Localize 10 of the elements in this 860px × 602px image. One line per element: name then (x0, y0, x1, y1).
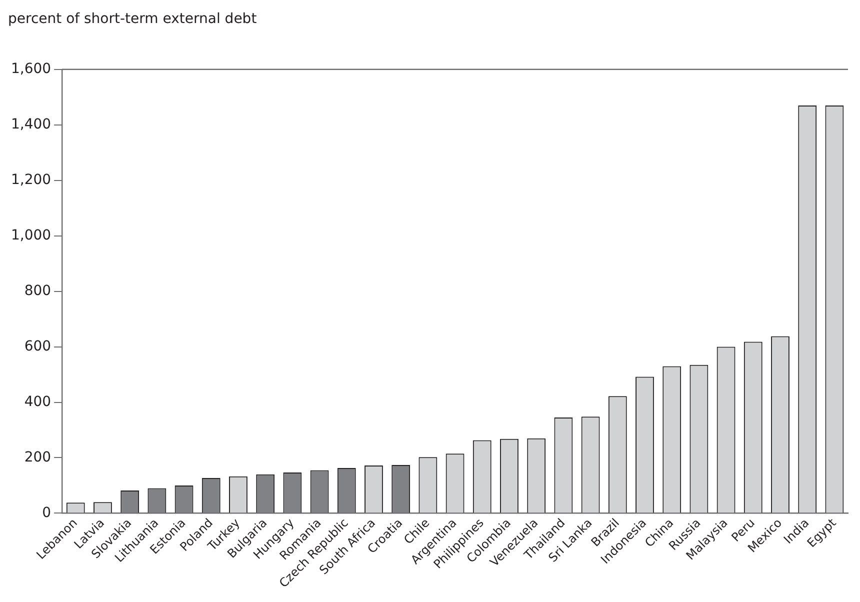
y-tick-label: 1,400 (10, 116, 52, 133)
y-tick-label: 200 (24, 449, 52, 466)
y-tick-label: 0 (42, 504, 52, 521)
y-tick-label: 800 (24, 282, 52, 299)
y-axis-title: percent of short-term external debt (8, 10, 258, 29)
y-tick-label: 400 (24, 394, 52, 410)
y-tick-label: 1,200 (10, 172, 52, 188)
y-tick-label: 600 (24, 338, 52, 354)
y-tick-label: 1,600 (10, 61, 52, 78)
y-tick-label: 1,000 (10, 227, 52, 244)
